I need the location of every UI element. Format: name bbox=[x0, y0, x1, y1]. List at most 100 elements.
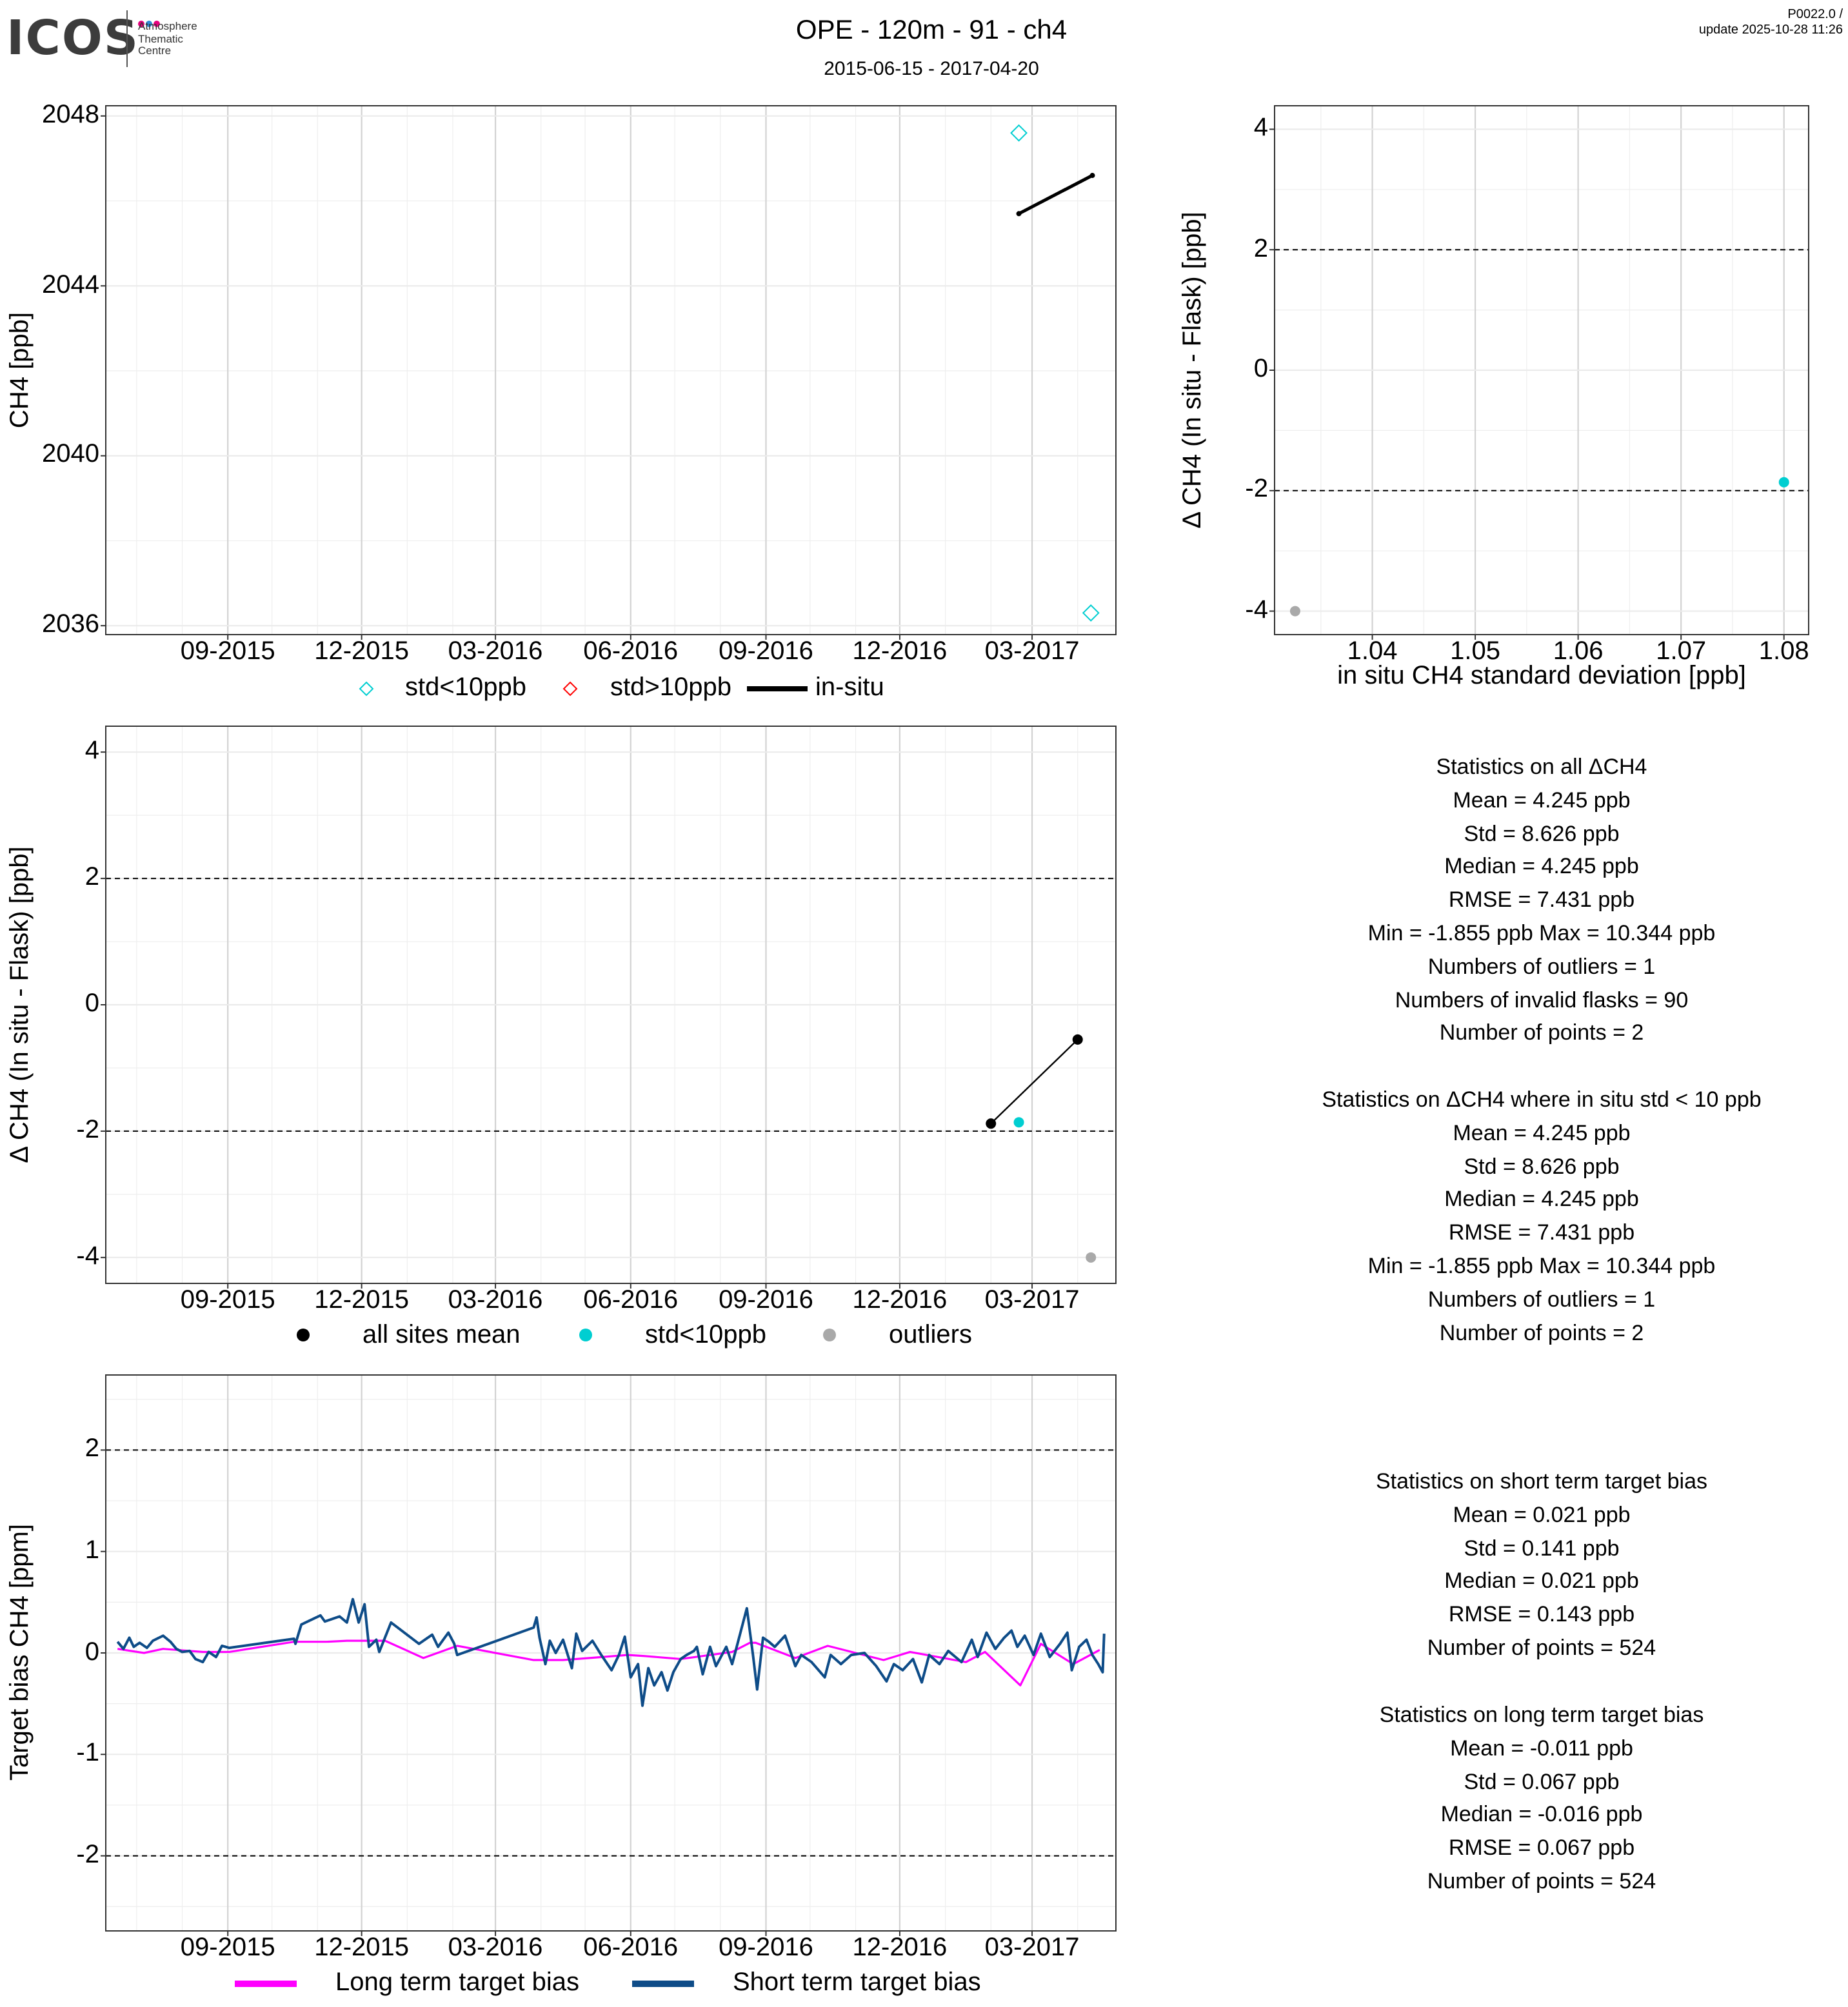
stats-line: Mean = 4.245 ppb bbox=[1453, 1120, 1631, 1145]
series-line-short-term-target-bias bbox=[116, 1597, 1106, 1707]
logo-sub-line: Atmosphere bbox=[138, 19, 197, 32]
stats-title: Statistics on short term target bias bbox=[1376, 1469, 1707, 1494]
stats-line: Numbers of outliers = 1 bbox=[1427, 1287, 1656, 1312]
x-tick-label: 03-2016 bbox=[448, 1286, 543, 1314]
update-label: update 2025-10-28 11:26 bbox=[1698, 23, 1843, 37]
delta-vs-std-plot bbox=[1269, 105, 1809, 640]
y-axis-title: Δ CH4 (In situ - Flask) [ppb] bbox=[6, 846, 34, 1163]
x-tick-label: 1.06 bbox=[1553, 637, 1604, 666]
x-tick-label: 06-2016 bbox=[583, 1933, 679, 1962]
y-tick-label: 1 bbox=[84, 1536, 99, 1565]
stats-delta-std-lt-10: Statistics on ΔCH4 where in situ std < 1… bbox=[1290, 1083, 1793, 1350]
stats-line: Mean = 0.021 ppb bbox=[1453, 1502, 1631, 1527]
y-tick-label: 0 bbox=[84, 989, 99, 1018]
logo-sub-line: Centre bbox=[138, 44, 172, 57]
stats-line: Number of points = 2 bbox=[1439, 1320, 1644, 1345]
stats-title: Statistics on long term target bias bbox=[1379, 1703, 1704, 1727]
x-tick-label: 03-2017 bbox=[984, 1286, 1080, 1314]
x-tick-label: 12-2016 bbox=[852, 1286, 948, 1314]
stats-line: Number of points = 524 bbox=[1427, 1868, 1656, 1893]
y-axis-title: CH4 [ppb] bbox=[6, 311, 34, 429]
x-tick-label: 12-2015 bbox=[314, 1933, 410, 1962]
stats-line: Std = 0.141 ppb bbox=[1464, 1536, 1620, 1561]
x-tick-label: 06-2016 bbox=[583, 637, 679, 666]
legend-label: all sites mean bbox=[363, 1321, 521, 1349]
legend-line-magenta-icon bbox=[235, 1981, 297, 1987]
stats-short-term-bias: Statistics on short term target bias Mean… bbox=[1290, 1465, 1793, 1665]
y-tick-label: 2 bbox=[84, 863, 99, 892]
data-point-diamond bbox=[1082, 604, 1100, 622]
stats-line: Mean = -0.011 ppb bbox=[1450, 1735, 1633, 1761]
data-point bbox=[1013, 1117, 1024, 1128]
logo-divider bbox=[126, 10, 128, 67]
data-point bbox=[1016, 211, 1022, 217]
x-tick-label: 1.05 bbox=[1450, 637, 1501, 666]
plot-border bbox=[105, 105, 1117, 635]
stats-title: Statistics on all ΔCH4 bbox=[1436, 755, 1647, 779]
stats-line: RMSE = 0.067 ppb bbox=[1448, 1835, 1635, 1861]
y-tick-label: 2044 bbox=[42, 270, 99, 299]
stats-line: RMSE = 7.431 ppb bbox=[1448, 1220, 1635, 1245]
legend-label: Short term target bias bbox=[733, 1968, 981, 1997]
stats-line: Min = -1.855 ppb Max = 10.344 ppb bbox=[1367, 920, 1716, 945]
stats-line: Median = 4.245 ppb bbox=[1444, 1187, 1639, 1212]
stats-line: RMSE = 0.143 ppb bbox=[1448, 1602, 1635, 1627]
stats-long-term-bias: Statistics on long term target bias Mean … bbox=[1290, 1699, 1793, 1899]
stats-line: Median = 0.021 ppb bbox=[1444, 1568, 1639, 1594]
x-tick-label: 12-2015 bbox=[314, 1286, 410, 1314]
data-point bbox=[1086, 1252, 1097, 1263]
y-tick-label: -4 bbox=[1245, 595, 1268, 624]
ch4-timeseries-plot bbox=[101, 105, 1117, 640]
legend-label: std>10ppb bbox=[610, 673, 731, 702]
logo-subtitle: Atmosphere Thematic Centre bbox=[138, 19, 197, 57]
y-tick-label: 0 bbox=[1253, 355, 1268, 383]
stats-title: Statistics on ΔCH4 where in situ std < 1… bbox=[1322, 1087, 1762, 1112]
x-tick-label: 09-2015 bbox=[180, 1933, 275, 1962]
stats-line: Numbers of invalid flasks = 90 bbox=[1395, 987, 1689, 1013]
data-point bbox=[1778, 477, 1789, 488]
page-title: OPE - 120m - 91 - ch4 bbox=[795, 15, 1068, 45]
x-tick-label: 1.07 bbox=[1656, 637, 1707, 666]
y-tick-label: -1 bbox=[76, 1739, 99, 1768]
x-tick-label: 09-2016 bbox=[719, 637, 813, 666]
series-line-long-term-target-bias bbox=[117, 1639, 1100, 1686]
data-point bbox=[1072, 1034, 1083, 1045]
stats-line: Number of points = 2 bbox=[1439, 1020, 1644, 1045]
y-tick-label: 2036 bbox=[42, 610, 99, 639]
x-tick-label: 12-2016 bbox=[852, 1933, 948, 1962]
y-tick-label: 0 bbox=[84, 1637, 99, 1666]
plot-background bbox=[106, 106, 1116, 635]
legend-dot-black-icon bbox=[297, 1329, 310, 1341]
version-label: P0022.0 / bbox=[1787, 8, 1843, 22]
y-tick-label: -2 bbox=[76, 1115, 99, 1144]
series-line-in-situ bbox=[1018, 173, 1093, 215]
y-tick-label: 2048 bbox=[42, 100, 99, 129]
x-tick-label: 09-2016 bbox=[719, 1933, 813, 1962]
stats-line: Median = 4.245 ppb bbox=[1444, 854, 1639, 879]
plot-border bbox=[105, 1374, 1117, 1932]
x-tick-label: 09-2015 bbox=[180, 637, 275, 666]
legend-diamond-red-icon bbox=[562, 681, 578, 697]
x-tick-label: 09-2015 bbox=[180, 1286, 275, 1314]
delta-timeseries-plot bbox=[101, 726, 1117, 1289]
legend-diamond-cyan-icon bbox=[359, 681, 374, 697]
date-range: 2015-06-15 - 2017-04-20 bbox=[824, 58, 1039, 80]
legend-label: in-situ bbox=[815, 673, 884, 702]
legend-line-black-icon bbox=[747, 686, 808, 691]
legend-dot-grey-icon bbox=[823, 1329, 836, 1341]
data-point-diamond bbox=[1010, 124, 1028, 142]
series-line-all-sites-mean bbox=[990, 1039, 1078, 1125]
stats-line: Std = 8.626 ppb bbox=[1464, 1154, 1620, 1179]
x-tick-label: 03-2016 bbox=[448, 1933, 543, 1962]
icos-logo: ICOS bbox=[6, 10, 140, 66]
plot-border bbox=[105, 726, 1117, 1284]
x-tick-label: 03-2016 bbox=[448, 637, 543, 666]
stats-line: Median = -0.016 ppb bbox=[1440, 1802, 1643, 1827]
stats-all-delta: Statistics on all ΔCH4 Mean = 4.245 ppb St… bbox=[1290, 751, 1793, 1050]
stats-line: Std = 0.067 ppb bbox=[1464, 1769, 1620, 1794]
stats-line: RMSE = 7.431 ppb bbox=[1448, 887, 1635, 913]
stats-line: Numbers of outliers = 1 bbox=[1427, 954, 1656, 979]
x-tick-label: 12-2016 bbox=[852, 637, 948, 666]
legend-dot-cyan-icon bbox=[579, 1329, 592, 1341]
legend-label: std<10ppb bbox=[405, 673, 526, 702]
